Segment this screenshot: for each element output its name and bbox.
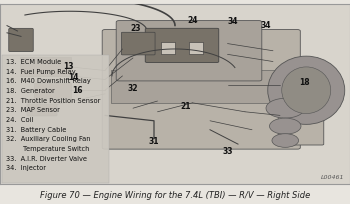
Text: 33: 33 [222,147,233,156]
Text: 23: 23 [131,24,141,33]
Circle shape [266,98,304,118]
FancyBboxPatch shape [121,32,155,55]
Text: Temperature Switch: Temperature Switch [6,146,90,152]
FancyBboxPatch shape [278,93,324,145]
Text: 24: 24 [187,16,198,25]
Text: Figure 70 — Engine Wiring for the 7.4L (TBI) — R/V — Right Side: Figure 70 — Engine Wiring for the 7.4L (… [40,191,310,200]
Bar [189,42,203,54]
Bar [161,42,175,54]
Text: 31: 31 [149,137,159,146]
Text: 34: 34 [228,17,238,26]
Text: 31.  Battery Cable: 31. Battery Cable [6,127,66,133]
FancyBboxPatch shape [111,70,295,103]
FancyBboxPatch shape [34,83,71,98]
FancyBboxPatch shape [9,28,33,52]
Text: 16.  M40 Downshift Relay: 16. M40 Downshift Relay [6,78,91,84]
FancyBboxPatch shape [27,104,57,116]
Text: 32: 32 [127,84,138,93]
Text: 32.  Auxiliary Cooling Fan: 32. Auxiliary Cooling Fan [6,136,91,142]
Text: L00461: L00461 [321,175,345,180]
Text: 21: 21 [180,102,191,111]
Text: 14: 14 [68,73,79,82]
FancyBboxPatch shape [2,55,108,183]
Text: 24.  Coil: 24. Coil [6,117,34,123]
Circle shape [270,118,301,134]
Text: 21.  Throttle Position Sensor: 21. Throttle Position Sensor [6,98,101,104]
FancyBboxPatch shape [116,21,262,81]
FancyBboxPatch shape [145,28,219,62]
Text: 18: 18 [299,78,310,87]
Text: 34.  Injector: 34. Injector [6,165,46,172]
Text: 16: 16 [72,86,82,95]
Text: 33.  A.I.R. Diverter Valve: 33. A.I.R. Diverter Valve [6,156,87,162]
Ellipse shape [268,56,345,124]
Text: 18.  Generator: 18. Generator [6,88,55,94]
Text: 23.  MAP Sensor: 23. MAP Sensor [6,107,60,113]
Circle shape [272,134,299,147]
Text: 34: 34 [261,21,271,30]
Text: 13: 13 [63,62,74,71]
FancyBboxPatch shape [20,57,71,76]
Text: 13.  ECM Module: 13. ECM Module [6,59,62,65]
FancyBboxPatch shape [102,30,300,149]
Text: 14.  Fuel Pump Relay: 14. Fuel Pump Relay [6,69,76,74]
Ellipse shape [282,67,331,114]
